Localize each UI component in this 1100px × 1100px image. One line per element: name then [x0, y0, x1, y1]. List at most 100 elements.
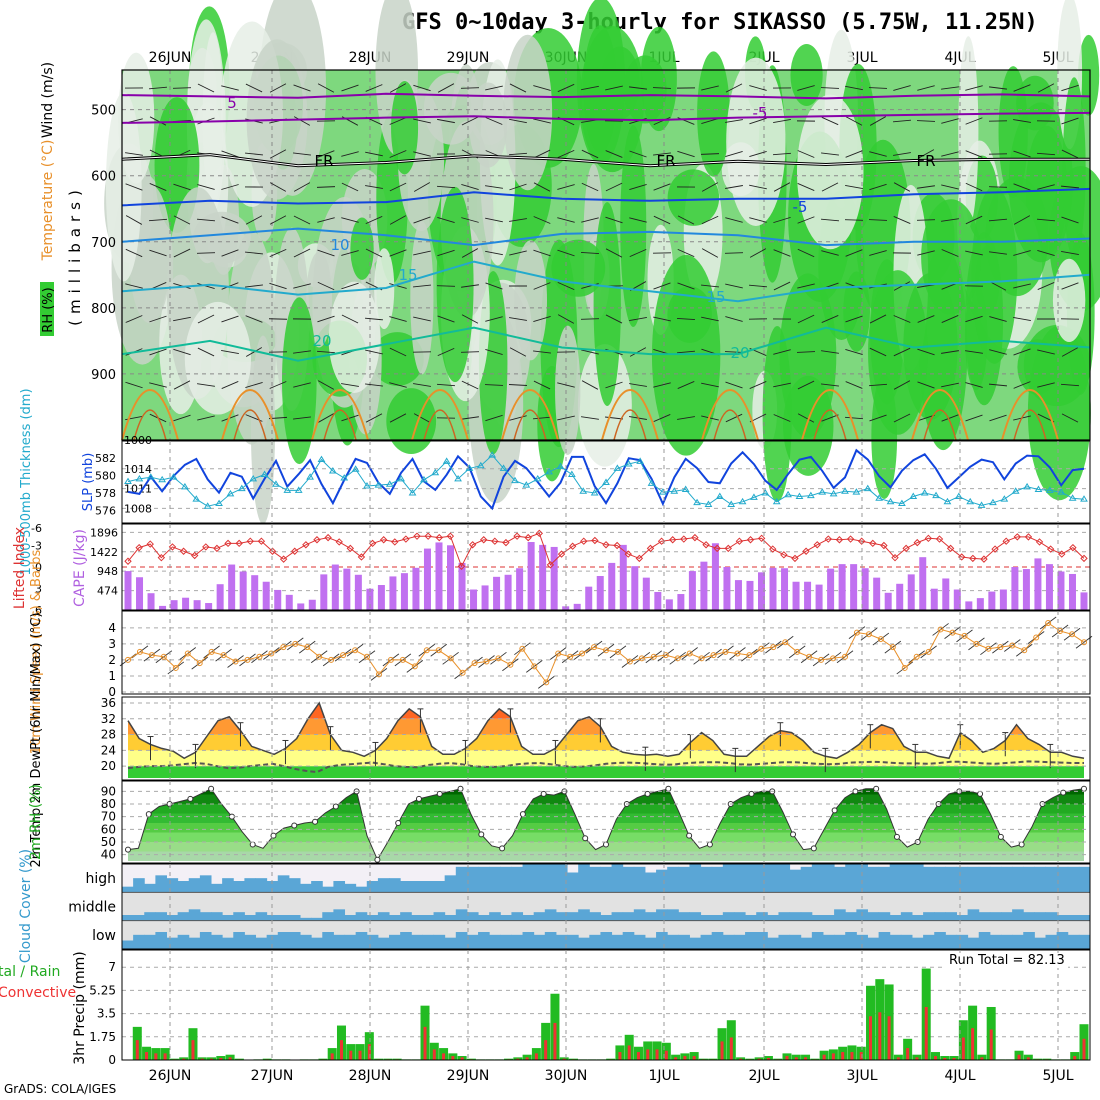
temp-line	[127, 701, 1085, 760]
thickness-marker	[818, 488, 827, 495]
cloud-cell	[422, 881, 435, 893]
wind-barb	[317, 249, 335, 257]
cloud-cell	[789, 869, 802, 893]
wind-barb	[1037, 382, 1055, 388]
precip-convective-bar	[906, 1048, 910, 1060]
cloud-cell	[144, 912, 156, 921]
wind-barb	[749, 248, 767, 258]
cape-bar	[124, 571, 132, 610]
wind-speed-marker	[1057, 628, 1064, 635]
cloud-cell	[878, 912, 891, 921]
wind-barb	[293, 416, 311, 420]
wind-barb	[844, 219, 864, 221]
cloud-cell	[978, 912, 991, 921]
wind-barb	[796, 351, 816, 353]
wind-barb	[821, 383, 839, 387]
wind-barb	[845, 184, 863, 190]
precip-convective-bar	[766, 1058, 770, 1060]
cape-bar	[423, 548, 431, 610]
wind-speed-marker	[591, 644, 598, 651]
cape-bar	[930, 588, 938, 610]
wind-barb	[653, 382, 671, 388]
cloud-cell	[845, 864, 857, 893]
li-marker	[446, 532, 455, 540]
cloud-cell	[622, 866, 635, 893]
thickness-marker	[374, 481, 383, 488]
cape-bar	[470, 589, 478, 610]
cloud-cell	[722, 912, 735, 921]
thickness-marker	[989, 498, 997, 506]
cloud-cell	[211, 883, 223, 893]
orange-contour	[121, 389, 179, 441]
wind-barb	[413, 84, 431, 92]
cloud-cell	[789, 912, 802, 921]
cloud-cell	[845, 932, 857, 949]
wind-speed-marker	[340, 652, 347, 659]
precip-convective-bar	[135, 1040, 139, 1060]
orange-contour	[311, 389, 369, 441]
wind-barb	[245, 381, 263, 389]
wind-barb	[916, 120, 936, 122]
precip-convective-bar	[971, 1028, 975, 1060]
wind-barb	[293, 182, 311, 192]
legend-rh-swatch	[40, 282, 54, 336]
li-marker	[124, 557, 132, 565]
precip-convective-bar	[692, 1056, 696, 1060]
bottom-date-label: 5JUL	[1042, 1068, 1073, 1084]
wind-barb	[1061, 251, 1079, 255]
bottom-date-label: 29JUN	[447, 1068, 490, 1084]
rh-patch	[623, 55, 667, 124]
cloud-cell	[1000, 866, 1013, 893]
precip-total-bar	[763, 1056, 773, 1060]
rh-patch	[306, 251, 333, 348]
bottom-date-label: 30JUN	[545, 1068, 588, 1084]
li-marker	[402, 535, 410, 543]
wind-barb	[1013, 84, 1031, 92]
wind-barb	[701, 316, 719, 322]
wind-barb	[653, 183, 671, 191]
thickness-marker	[647, 479, 656, 486]
wind-barb	[221, 381, 239, 389]
wind-barb	[461, 217, 479, 223]
wind-barb	[125, 283, 143, 289]
wind-barb	[676, 317, 696, 321]
cape-bar	[815, 584, 823, 610]
precip-convective-bar	[1017, 1054, 1021, 1060]
temp-tick-label: 24	[101, 743, 116, 757]
wind-barb	[485, 349, 503, 355]
wind-barb	[701, 117, 719, 125]
orange-contour	[411, 389, 469, 441]
cloud-cell	[389, 915, 401, 921]
cape-bar	[838, 564, 846, 610]
wind-barb	[509, 218, 527, 222]
cloud-cell	[633, 909, 646, 921]
rh-marker	[686, 832, 693, 839]
cloud-cell	[822, 934, 835, 949]
cloud-cell	[255, 937, 268, 949]
wind-barb	[845, 249, 863, 257]
cloud-cell	[1023, 866, 1035, 893]
wind-barb	[221, 350, 239, 354]
wind-barb	[173, 316, 191, 322]
cloud-cell	[678, 934, 690, 949]
cloud-cell	[789, 934, 802, 949]
li-tick-label: -3	[31, 540, 42, 553]
wind-barb	[293, 84, 311, 92]
temp-tick-label: 32	[101, 712, 116, 726]
precip-total-bar	[940, 1056, 950, 1060]
precip-convective-bar	[896, 1057, 900, 1060]
cloud-cell	[700, 915, 713, 921]
wind-speed-marker	[662, 652, 669, 659]
cloud-cell	[656, 869, 668, 893]
cloud-row-label: middle	[68, 900, 116, 916]
orange-contour	[911, 389, 969, 441]
cape-bar	[504, 574, 512, 610]
wind-barb	[629, 248, 647, 258]
li-marker	[958, 553, 966, 561]
cloud-cell	[344, 934, 357, 949]
wind-barb	[1013, 250, 1031, 256]
wind-barb	[653, 414, 671, 422]
wind-barb	[605, 416, 623, 420]
rh-marker	[706, 841, 713, 848]
cloud-cell	[889, 915, 902, 921]
